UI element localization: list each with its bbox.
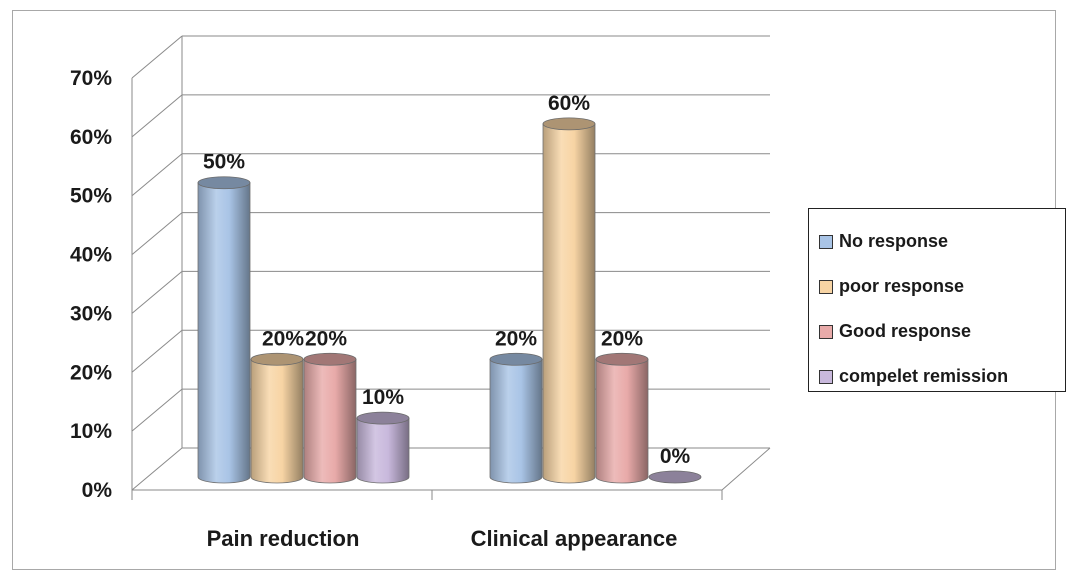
- bar: [595, 352, 649, 484]
- bar-top: [303, 352, 357, 366]
- data-label: 20%: [305, 327, 347, 350]
- bar-body: [356, 417, 410, 484]
- y-tick-label: 50%: [70, 185, 112, 208]
- legend-swatch: [819, 279, 833, 294]
- bar: [356, 411, 410, 484]
- y-tick-label: 20%: [70, 361, 112, 384]
- y-tick-label: 0%: [82, 479, 113, 502]
- gridline-side: [131, 212, 183, 255]
- gridline-side: [131, 388, 183, 432]
- axis-layer: 0% 10% 20% 30% 40% 50% 60% 70% Pain reduction Cli…: [70, 67, 771, 551]
- data-label: 10%: [362, 386, 404, 409]
- gridline-side: [131, 35, 183, 79]
- legend-swatch: [819, 234, 833, 249]
- gridline-side: [131, 329, 183, 373]
- data-label: 60%: [548, 92, 590, 115]
- gridline-side: [131, 94, 183, 138]
- category-label: Clinical appearance: [471, 526, 678, 551]
- bar-top: [489, 352, 543, 366]
- bar: [648, 470, 702, 484]
- legend-label: poor response: [839, 276, 965, 296]
- bar: [489, 352, 543, 484]
- gridline-side: [131, 447, 183, 491]
- legend-label: Good response: [839, 321, 972, 341]
- bar-top: [197, 176, 251, 190]
- bars-layer: [197, 117, 702, 484]
- bar-body: [489, 358, 543, 484]
- gridline-side: [131, 153, 183, 197]
- bar-top: [648, 470, 702, 484]
- bar-body: [542, 123, 596, 484]
- bar-body: [303, 358, 357, 484]
- legend-label: No response: [839, 231, 949, 251]
- data-label: 20%: [601, 327, 643, 350]
- grid-layer: [131, 35, 770, 491]
- data-labels-layer: 50%20% 20%10%20%60%20%0%: [203, 92, 691, 468]
- y-tick-label: 40%: [70, 244, 112, 267]
- legend-swatch: [819, 324, 833, 339]
- bar: [197, 176, 251, 484]
- data-label: 50%: [203, 151, 245, 174]
- category-label: Pain reduction: [207, 526, 360, 551]
- bar-top: [542, 117, 596, 131]
- legend-item: compelet remission: [819, 354, 1065, 399]
- bar-top: [250, 352, 304, 366]
- bar-top: [356, 411, 410, 425]
- legend-item: Good response: [819, 309, 1065, 354]
- bar: [303, 352, 357, 484]
- legend-label: compelet remission: [839, 366, 1009, 386]
- legend-swatch: [819, 369, 833, 384]
- data-label: 20%: [262, 327, 304, 350]
- legend: No response poor response Good response com…: [808, 208, 1066, 392]
- bar-body: [197, 182, 251, 484]
- data-label: 0%: [660, 445, 691, 468]
- bar-body: [595, 358, 649, 484]
- data-label: 20%: [495, 327, 537, 350]
- y-tick-label: 30%: [70, 302, 112, 325]
- bar-top: [595, 352, 649, 366]
- gridline-side: [131, 271, 183, 314]
- bar: [542, 117, 596, 484]
- y-tick-label: 60%: [70, 126, 112, 149]
- legend-item: No response: [819, 219, 1065, 264]
- legend-item: poor response: [819, 264, 1065, 309]
- bar: [250, 352, 304, 484]
- y-tick-label: 10%: [70, 420, 112, 443]
- bar-body: [250, 358, 304, 484]
- y-tick-label: 70%: [70, 67, 112, 90]
